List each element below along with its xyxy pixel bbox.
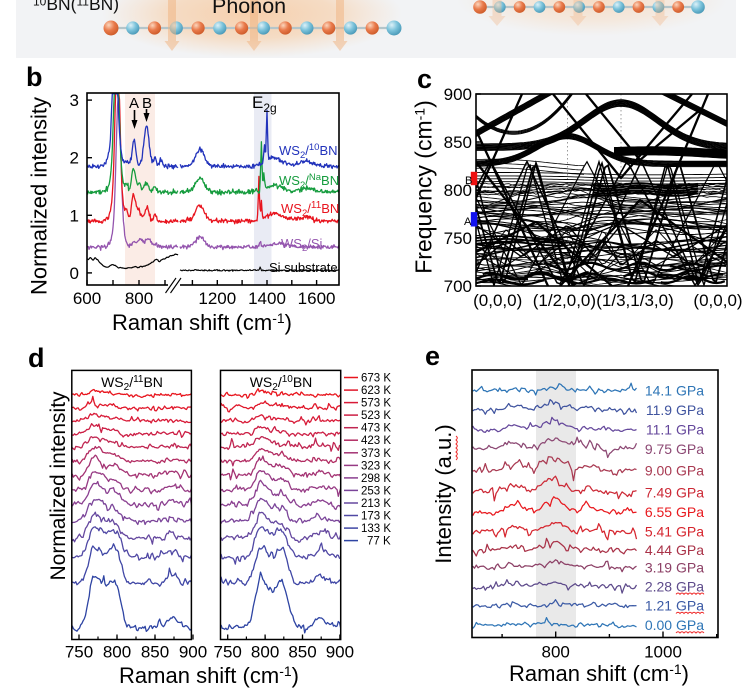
- svg-text:1000: 1000: [644, 643, 682, 662]
- svg-text:9.75 GPa: 9.75 GPa: [645, 441, 704, 457]
- svg-text:850: 850: [288, 643, 316, 662]
- svg-text:750: 750: [214, 643, 242, 662]
- svg-text:A: A: [129, 95, 139, 112]
- svg-text:800: 800: [125, 289, 153, 308]
- svg-text:Normalized intensity: Normalized intensity: [47, 391, 70, 581]
- svg-text:WS2/Si: WS2/Si: [281, 236, 323, 254]
- svg-text:800: 800: [542, 643, 570, 662]
- svg-text:(0,0,0): (0,0,0): [693, 291, 742, 310]
- svg-text:Frequency (cm-1): Frequency (cm-1): [411, 100, 437, 274]
- svg-text:11.1 GPa: 11.1 GPa: [646, 422, 704, 438]
- svg-text:B: B: [465, 175, 472, 187]
- svg-text:WS2/11BN: WS2/11BN: [101, 374, 163, 393]
- svg-text:14.1 GPa: 14.1 GPa: [645, 383, 704, 399]
- svg-text:900: 900: [326, 643, 354, 662]
- svg-text:Si substrate: Si substrate: [269, 260, 338, 275]
- svg-text:Intensity (a.u.): Intensity (a.u.): [431, 424, 456, 563]
- svg-text:900: 900: [179, 643, 207, 662]
- svg-text:e: e: [425, 341, 440, 371]
- svg-text:(0,0,0): (0,0,0): [473, 291, 522, 310]
- svg-text:Raman shift (cm-1): Raman shift (cm-1): [112, 310, 292, 335]
- svg-text:c: c: [417, 64, 432, 94]
- svg-text:4.44 GPa: 4.44 GPa: [645, 542, 704, 558]
- svg-text:(1/2,0,0): (1/2,0,0): [533, 291, 596, 310]
- svg-text:1400: 1400: [248, 289, 286, 308]
- svg-text:213 K: 213 K: [361, 498, 391, 510]
- svg-text:b: b: [26, 62, 43, 92]
- svg-text:750: 750: [444, 229, 472, 248]
- svg-text:0: 0: [70, 264, 79, 283]
- svg-text:Raman shift (cm-1): Raman shift (cm-1): [119, 663, 299, 688]
- svg-text:5.41 GPa: 5.41 GPa: [645, 524, 704, 540]
- svg-text:700: 700: [444, 277, 472, 296]
- svg-text:77 K: 77 K: [367, 536, 391, 548]
- svg-text:11.9 GPa: 11.9 GPa: [646, 402, 704, 418]
- svg-text:(1/3,1/3,0): (1/3,1/3,0): [596, 291, 674, 310]
- svg-text:WS2/10BN: WS2/10BN: [279, 142, 338, 161]
- svg-text:3: 3: [70, 91, 79, 110]
- svg-text:2: 2: [70, 149, 79, 168]
- svg-text:6.55 GPa: 6.55 GPa: [645, 504, 704, 520]
- svg-text:800: 800: [103, 643, 131, 662]
- svg-text:7.49 GPa: 7.49 GPa: [645, 484, 704, 500]
- svg-text:673 K: 673 K: [361, 373, 391, 385]
- svg-text:1200: 1200: [198, 289, 236, 308]
- svg-text:323 K: 323 K: [361, 460, 391, 472]
- svg-text:1600: 1600: [298, 289, 336, 308]
- svg-text:9.00 GPa: 9.00 GPa: [645, 462, 704, 478]
- svg-text:173 K: 173 K: [361, 511, 391, 523]
- svg-text:473 K: 473 K: [361, 423, 391, 435]
- svg-text:0.00 GPa: 0.00 GPa: [645, 617, 704, 633]
- svg-text:623 K: 623 K: [361, 385, 391, 397]
- svg-text:1.21 GPa: 1.21 GPa: [645, 598, 704, 614]
- svg-text:Raman shift (cm-1): Raman shift (cm-1): [509, 661, 689, 686]
- svg-text:573 K: 573 K: [361, 398, 391, 410]
- svg-text:800: 800: [444, 181, 472, 200]
- svg-text:B: B: [142, 95, 152, 112]
- svg-text:600: 600: [73, 289, 101, 308]
- svg-text:10BN(11BN): 10BN(11BN): [33, 0, 119, 14]
- svg-text:373 K: 373 K: [361, 448, 391, 460]
- svg-text:850: 850: [141, 643, 169, 662]
- svg-text:800: 800: [251, 643, 279, 662]
- svg-text:WS2/11BN: WS2/11BN: [281, 200, 339, 219]
- svg-text:A: A: [464, 216, 472, 228]
- svg-text:d: d: [28, 343, 45, 373]
- svg-text:298 K: 298 K: [361, 473, 391, 485]
- svg-text:900: 900: [444, 85, 472, 104]
- svg-text:523 K: 523 K: [361, 410, 391, 422]
- svg-text:WS2/10BN: WS2/10BN: [250, 374, 313, 393]
- svg-text:WS2/NaBN: WS2/NaBN: [279, 172, 339, 191]
- svg-text:2.28 GPa: 2.28 GPa: [645, 578, 704, 594]
- svg-text:3.19 GPa: 3.19 GPa: [645, 559, 704, 575]
- svg-text:750: 750: [65, 643, 93, 662]
- svg-text:Normalized intensity: Normalized intensity: [27, 97, 52, 295]
- svg-text:253 K: 253 K: [361, 485, 391, 497]
- svg-text:1: 1: [70, 206, 79, 225]
- svg-text:850: 850: [444, 133, 472, 152]
- svg-text:133 K: 133 K: [361, 523, 391, 535]
- svg-text:Phonon: Phonon: [212, 0, 286, 18]
- svg-text:423 K: 423 K: [361, 435, 391, 447]
